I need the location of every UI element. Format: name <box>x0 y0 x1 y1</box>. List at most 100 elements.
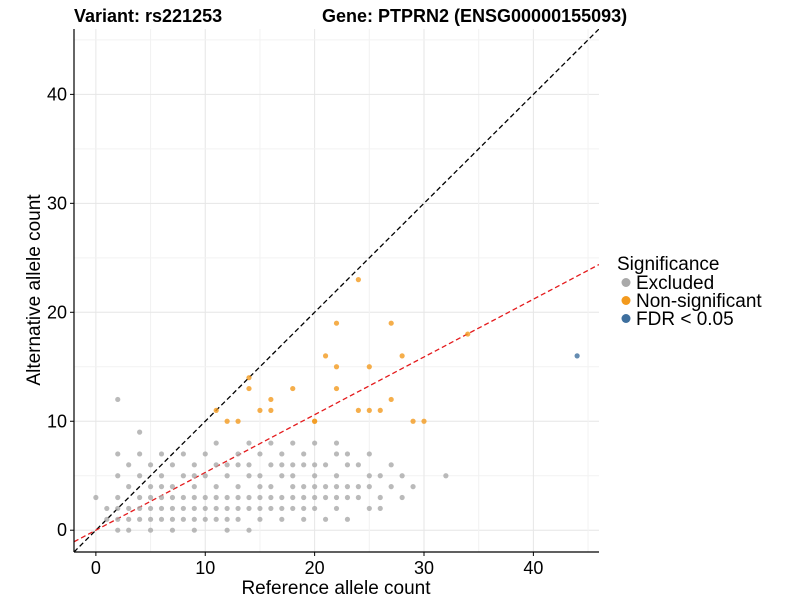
point-excluded <box>104 516 110 522</box>
point-non-significant <box>322 353 329 359</box>
point-excluded <box>115 505 121 512</box>
point-non-significant <box>465 331 471 337</box>
point-excluded <box>279 516 285 522</box>
point-excluded <box>235 494 241 501</box>
point-excluded <box>388 484 394 490</box>
point-excluded <box>322 516 329 522</box>
point-excluded <box>137 429 143 435</box>
y-tick-label: 0 <box>57 520 67 540</box>
point-excluded <box>290 462 296 468</box>
point-excluded <box>158 451 165 457</box>
point-excluded <box>366 484 372 490</box>
point-excluded <box>191 484 197 490</box>
point-non-significant <box>388 396 394 403</box>
point-excluded <box>147 462 154 468</box>
expected-ratio-reference-line <box>74 263 599 543</box>
point-excluded <box>115 527 121 533</box>
point-excluded <box>213 505 219 512</box>
point-excluded <box>213 516 219 522</box>
point-excluded <box>410 484 416 490</box>
point-excluded <box>268 505 274 512</box>
point-excluded <box>126 505 132 512</box>
point-excluded <box>191 505 197 512</box>
point-excluded <box>137 473 143 479</box>
point-excluded <box>344 451 351 457</box>
point-excluded <box>399 473 405 479</box>
x-axis-title: Reference allele count <box>241 578 431 599</box>
point-excluded <box>290 440 296 446</box>
point-excluded <box>213 440 219 446</box>
chart-title-variant: Variant: rs221253 <box>74 6 222 26</box>
point-excluded <box>366 505 372 512</box>
point-excluded <box>399 494 405 501</box>
point-excluded <box>202 505 208 512</box>
point-non-significant <box>421 418 427 424</box>
point-excluded <box>224 494 230 501</box>
x-tick-label: 20 <box>305 558 325 578</box>
point-excluded <box>322 494 329 501</box>
point-excluded <box>344 484 351 490</box>
plot-gridlines <box>74 29 599 552</box>
point-excluded <box>290 505 296 512</box>
point-excluded <box>290 473 296 479</box>
point-excluded <box>312 494 318 501</box>
point-excluded <box>268 484 274 490</box>
point-excluded <box>126 516 132 522</box>
point-excluded <box>333 505 340 512</box>
point-excluded <box>115 516 121 522</box>
point-excluded <box>257 505 263 512</box>
point-excluded <box>301 505 307 512</box>
point-excluded <box>344 494 351 501</box>
point-excluded <box>180 451 186 457</box>
point-excluded <box>279 505 285 512</box>
point-excluded <box>246 527 252 533</box>
point-excluded <box>169 516 176 522</box>
point-excluded <box>115 473 121 479</box>
point-excluded <box>202 451 208 457</box>
point-excluded <box>137 516 143 522</box>
point-excluded <box>290 484 296 490</box>
point-excluded <box>202 516 208 522</box>
point-excluded <box>257 494 263 501</box>
y-tick-label: 30 <box>47 193 67 213</box>
point-excluded <box>169 505 176 512</box>
point-excluded <box>355 462 361 468</box>
point-excluded <box>224 473 230 479</box>
point-excluded <box>246 462 252 468</box>
point-excluded <box>191 527 197 533</box>
point-excluded <box>169 462 176 468</box>
point-excluded <box>268 440 274 446</box>
legend-label: Non-significant <box>636 291 762 312</box>
point-excluded <box>322 462 329 468</box>
point-excluded <box>377 494 383 501</box>
point-excluded <box>355 494 361 501</box>
point-excluded <box>333 451 340 457</box>
point-non-significant <box>333 364 340 370</box>
point-excluded <box>115 396 121 403</box>
point-excluded <box>301 494 307 501</box>
x-tick-label: 40 <box>523 558 543 578</box>
point-excluded <box>224 505 230 512</box>
point-excluded <box>202 494 208 501</box>
point-excluded <box>312 505 318 512</box>
point-excluded <box>388 462 394 468</box>
point-excluded <box>312 484 318 490</box>
point-excluded <box>180 516 186 522</box>
y-axis-ticks: 0 10 20 30 40 <box>47 84 74 540</box>
point-excluded <box>158 516 165 522</box>
point-excluded <box>268 462 274 468</box>
point-excluded <box>246 505 252 512</box>
x-axis-ticks: 0 10 20 30 40 <box>91 552 543 578</box>
legend-label: FDR < 0.05 <box>636 309 734 330</box>
point-excluded <box>169 527 176 533</box>
legend-key-marker <box>621 278 631 287</box>
legend-label: Excluded <box>636 273 714 294</box>
legend-key-marker <box>621 296 631 305</box>
point-excluded <box>279 473 285 479</box>
point-excluded <box>147 516 154 522</box>
point-excluded <box>290 494 296 501</box>
point-excluded <box>333 473 340 479</box>
point-excluded <box>355 484 361 490</box>
point-excluded <box>333 494 340 501</box>
point-excluded <box>312 440 318 446</box>
